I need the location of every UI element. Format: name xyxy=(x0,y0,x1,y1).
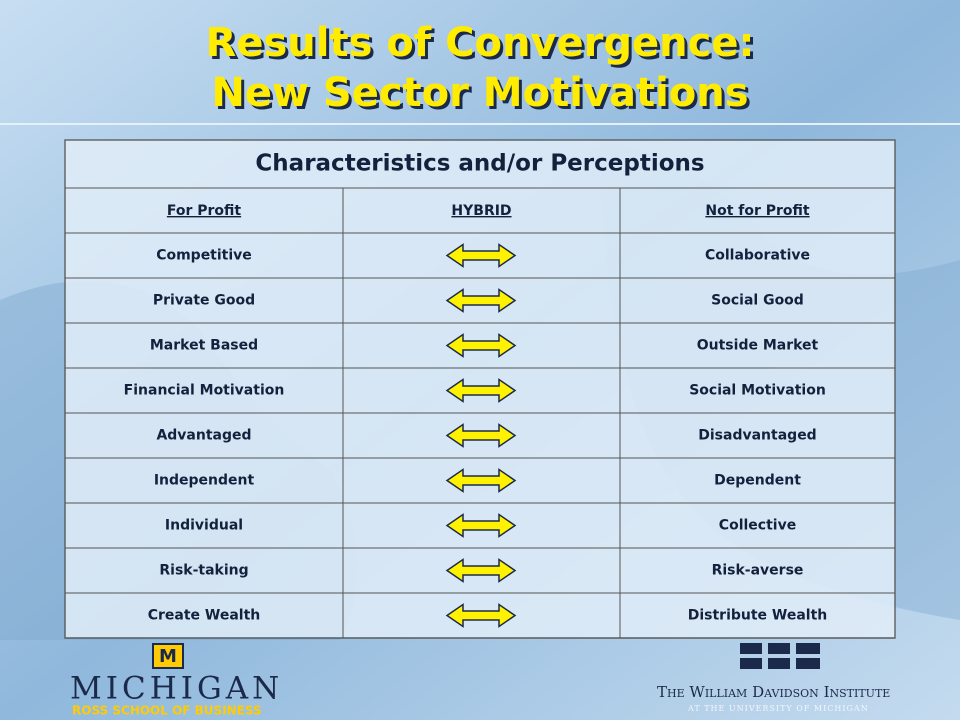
double-arrow xyxy=(445,333,517,358)
double-arrow xyxy=(445,558,517,583)
cell-left: Competitive xyxy=(156,248,252,264)
institute-name: The William Davidson Institute xyxy=(657,683,890,701)
double-arrow xyxy=(445,288,517,313)
title-shadow: Results of Convergence: xyxy=(209,23,758,69)
cell-right: Distribute Wealth xyxy=(688,608,828,624)
logo-bar xyxy=(796,658,820,669)
logo-bar xyxy=(796,643,820,654)
title: Results of Convergence: Results of Conve… xyxy=(206,20,758,119)
title-shadow: New Sector Motivations xyxy=(214,73,751,119)
column-header: HYBRID xyxy=(451,203,511,219)
double-arrow xyxy=(445,468,517,493)
double-arrow xyxy=(445,603,517,628)
table-caption: Characteristics and/or Perceptions xyxy=(255,151,704,177)
logo-mark: M xyxy=(159,646,177,667)
title-line: Results of Convergence: xyxy=(206,20,755,66)
cell-right: Dependent xyxy=(714,473,801,489)
cell-right: Social Motivation xyxy=(689,383,826,399)
cell-left: Market Based xyxy=(150,338,258,354)
cell-left: Independent xyxy=(154,473,255,489)
cell-right: Risk-averse xyxy=(712,563,804,579)
double-arrow xyxy=(445,378,517,403)
cell-right: Collective xyxy=(719,518,796,534)
title-line: New Sector Motivations xyxy=(211,70,748,116)
institute-sub: AT THE UNIVERSITY OF MICHIGAN xyxy=(687,704,869,713)
double-arrow xyxy=(445,513,517,538)
logo-bar xyxy=(768,658,790,669)
cell-left: Risk-taking xyxy=(159,563,248,579)
logo-name: MICHIGAN xyxy=(70,671,283,707)
cell-right: Outside Market xyxy=(697,338,819,354)
cell-right: Disadvantaged xyxy=(698,428,816,444)
logo-block xyxy=(152,643,184,669)
cell-left: Individual xyxy=(165,518,243,534)
logo-bar xyxy=(740,643,762,654)
logo-school: ROSS SCHOOL OF BUSINESS xyxy=(72,704,262,718)
cell-left: Advantaged xyxy=(156,428,251,444)
logo-bar xyxy=(768,643,790,654)
double-arrow xyxy=(445,243,517,268)
cell-right: Collaborative xyxy=(705,248,810,264)
footer-left: M MICHIGAN ROSS SCHOOL OF BUSINESS xyxy=(70,643,283,718)
logo-bar xyxy=(740,658,762,669)
cell-right: Social Good xyxy=(711,293,804,309)
double-arrow xyxy=(445,423,517,448)
cell-left: Private Good xyxy=(153,293,255,309)
cell-left: Financial Motivation xyxy=(124,383,285,399)
column-header: Not for Profit xyxy=(705,203,810,219)
footer-right: The William Davidson Institute AT THE UN… xyxy=(657,643,890,713)
table: Characteristics and/or Perceptions For P… xyxy=(64,139,896,639)
column-header: For Profit xyxy=(167,203,242,219)
cell-left: Create Wealth xyxy=(148,608,261,624)
